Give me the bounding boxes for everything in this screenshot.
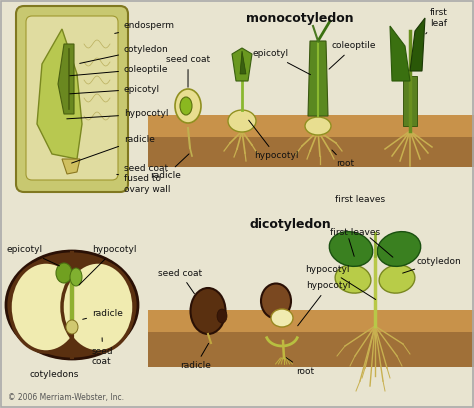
Text: hypocotyl: hypocotyl [67, 109, 168, 119]
Ellipse shape [335, 265, 371, 293]
Text: radicle: radicle [180, 344, 211, 370]
Bar [148, 115, 474, 137]
Ellipse shape [217, 309, 227, 323]
Ellipse shape [175, 89, 201, 123]
Text: hypocotyl: hypocotyl [298, 282, 350, 326]
Ellipse shape [261, 284, 291, 319]
Text: coleoptile: coleoptile [70, 64, 168, 76]
Text: seed coat: seed coat [158, 268, 202, 294]
Text: seed
coat: seed coat [92, 338, 114, 366]
Bar [148, 332, 474, 367]
Polygon shape [240, 51, 246, 74]
Ellipse shape [228, 110, 256, 132]
Ellipse shape [62, 262, 134, 352]
Text: epicotyl: epicotyl [70, 84, 160, 94]
Polygon shape [62, 159, 80, 174]
Ellipse shape [305, 117, 331, 135]
Polygon shape [37, 29, 82, 159]
FancyBboxPatch shape [16, 6, 128, 192]
Polygon shape [232, 48, 252, 81]
Ellipse shape [329, 232, 373, 266]
Text: epicotyl: epicotyl [253, 49, 310, 75]
Polygon shape [390, 26, 410, 81]
Ellipse shape [10, 262, 82, 352]
Text: hypocotyl: hypocotyl [305, 264, 376, 299]
Ellipse shape [6, 251, 138, 359]
Ellipse shape [191, 288, 226, 334]
Ellipse shape [70, 268, 82, 286]
Text: © 2006 Merriam-Webster, Inc.: © 2006 Merriam-Webster, Inc. [8, 393, 124, 402]
Text: cotyledons: cotyledons [29, 370, 79, 379]
Text: first leaves: first leaves [335, 195, 385, 204]
Text: radicle: radicle [82, 308, 123, 319]
Text: first leaves: first leaves [330, 228, 380, 237]
Text: radicle: radicle [150, 154, 189, 180]
Ellipse shape [180, 97, 192, 115]
Polygon shape [58, 44, 74, 114]
Text: hypocotyl: hypocotyl [79, 246, 137, 285]
Text: radicle: radicle [72, 135, 155, 163]
Text: root: root [286, 358, 314, 375]
Text: root: root [332, 150, 354, 169]
Polygon shape [410, 18, 425, 71]
Bar [148, 137, 474, 167]
FancyBboxPatch shape [26, 16, 118, 180]
Text: epicotyl: epicotyl [7, 246, 59, 266]
Ellipse shape [379, 265, 415, 293]
Ellipse shape [66, 320, 78, 334]
Text: first
leaf: first leaf [426, 8, 448, 34]
Ellipse shape [56, 263, 72, 283]
Ellipse shape [271, 309, 293, 327]
Polygon shape [308, 41, 328, 116]
Ellipse shape [377, 232, 421, 266]
Text: seed coat: seed coat [166, 55, 210, 87]
Text: cotyledon: cotyledon [402, 257, 462, 273]
Text: seed coat
fused to
ovary wall: seed coat fused to ovary wall [117, 164, 171, 194]
Text: dicotyledon: dicotyledon [249, 218, 331, 231]
Text: hypocotyl: hypocotyl [249, 120, 299, 160]
Text: cotyledon: cotyledon [80, 44, 169, 63]
Text: monocotyledon: monocotyledon [246, 12, 354, 25]
Text: endosperm: endosperm [115, 22, 175, 33]
Polygon shape [403, 76, 417, 126]
Bar [148, 310, 474, 332]
Text: coleoptile: coleoptile [329, 42, 376, 69]
